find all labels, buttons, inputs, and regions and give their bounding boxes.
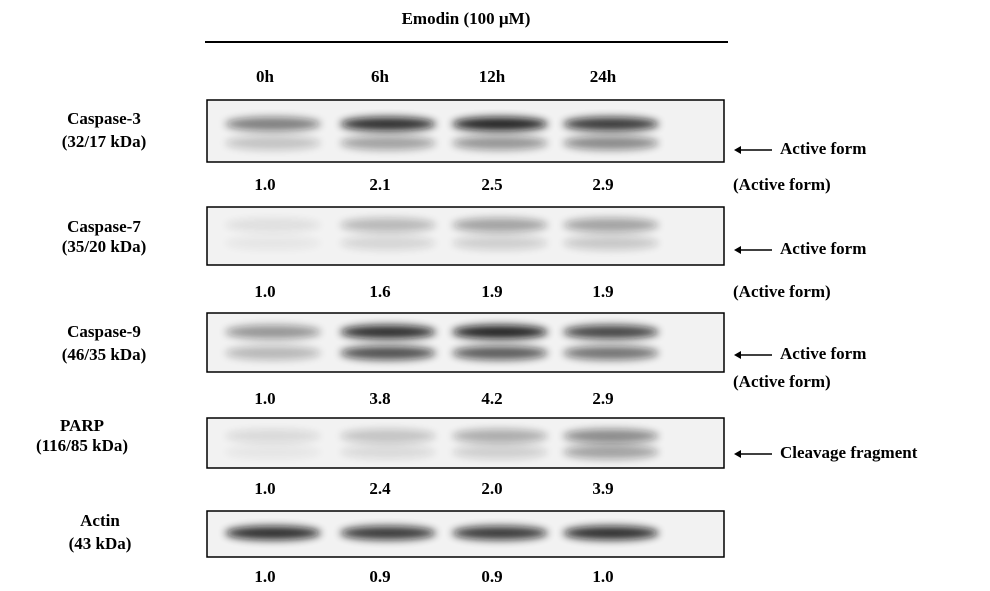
band-annotation: Active form bbox=[780, 344, 866, 363]
band bbox=[563, 429, 659, 443]
band bbox=[340, 136, 436, 150]
band bbox=[563, 325, 659, 339]
quantification: 2.0 bbox=[481, 479, 502, 498]
quantification: 3.8 bbox=[369, 389, 390, 408]
quantification-label: (Active form) bbox=[733, 282, 831, 301]
band bbox=[452, 117, 548, 131]
band bbox=[225, 136, 321, 150]
molecular-weight: (116/85 kDa) bbox=[36, 436, 128, 455]
blot-background bbox=[207, 418, 724, 468]
band bbox=[225, 325, 321, 339]
band bbox=[452, 218, 548, 232]
quantification: 1.0 bbox=[254, 282, 275, 301]
band-annotation: Cleavage fragment bbox=[780, 443, 918, 462]
band bbox=[452, 136, 548, 150]
band bbox=[563, 136, 659, 150]
band bbox=[563, 117, 659, 131]
band bbox=[225, 526, 321, 540]
arrow-head bbox=[734, 351, 741, 359]
band bbox=[225, 218, 321, 232]
protein-name: PARP bbox=[60, 416, 104, 435]
lane-label: 6h bbox=[371, 67, 390, 86]
band bbox=[452, 346, 548, 360]
arrow-head bbox=[734, 246, 741, 254]
quantification: 2.9 bbox=[592, 175, 613, 194]
quantification: 4.2 bbox=[481, 389, 502, 408]
blot-background bbox=[207, 207, 724, 265]
quantification-label: (Active form) bbox=[733, 372, 831, 391]
quantification: 1.9 bbox=[481, 282, 502, 301]
quantification: 1.0 bbox=[592, 567, 613, 586]
band bbox=[340, 346, 436, 360]
quantification: 2.9 bbox=[592, 389, 613, 408]
protein-name: Caspase-9 bbox=[67, 322, 141, 341]
band bbox=[563, 445, 659, 459]
molecular-weight: (32/17 kDa) bbox=[62, 132, 147, 151]
band bbox=[225, 236, 321, 250]
quantification: 1.0 bbox=[254, 567, 275, 586]
western-blot-figure: Emodin (100 µM) 0h 6h 12h 24h Caspase-3 (32/1… bbox=[0, 0, 990, 591]
band bbox=[452, 325, 548, 339]
band bbox=[340, 325, 436, 339]
arrow-head bbox=[734, 146, 741, 154]
quantification: 0.9 bbox=[369, 567, 390, 586]
band bbox=[452, 526, 548, 540]
molecular-weight: (43 kDa) bbox=[69, 534, 132, 553]
band bbox=[340, 429, 436, 443]
quantification: 1.0 bbox=[254, 175, 275, 194]
blot-background bbox=[207, 313, 724, 372]
band bbox=[452, 429, 548, 443]
band-annotation: Active form bbox=[780, 139, 866, 158]
band bbox=[340, 526, 436, 540]
band bbox=[225, 445, 321, 459]
molecular-weight: (35/20 kDa) bbox=[62, 237, 147, 256]
quantification: 1.6 bbox=[369, 282, 390, 301]
band bbox=[340, 218, 436, 232]
molecular-weight: (46/35 kDa) bbox=[62, 345, 147, 364]
protein-name: Caspase-3 bbox=[67, 109, 141, 128]
quantification: 2.5 bbox=[481, 175, 502, 194]
band-annotation: Active form bbox=[780, 239, 866, 258]
blot-background bbox=[207, 100, 724, 162]
band bbox=[225, 346, 321, 360]
lane-label: 0h bbox=[256, 67, 275, 86]
band bbox=[563, 526, 659, 540]
band bbox=[563, 218, 659, 232]
band bbox=[225, 117, 321, 131]
band bbox=[452, 445, 548, 459]
protein-name: Actin bbox=[80, 511, 120, 530]
treatment-title: Emodin (100 µM) bbox=[402, 9, 531, 28]
protein-name: Caspase-7 bbox=[67, 217, 141, 236]
quantification: 1.9 bbox=[592, 282, 613, 301]
band bbox=[340, 117, 436, 131]
quantification: 2.4 bbox=[369, 479, 391, 498]
band bbox=[340, 236, 436, 250]
band bbox=[340, 445, 436, 459]
quantification: 1.0 bbox=[254, 389, 275, 408]
quantification: 2.1 bbox=[369, 175, 390, 194]
band bbox=[563, 236, 659, 250]
band bbox=[225, 429, 321, 443]
arrow-head bbox=[734, 450, 741, 458]
quantification: 1.0 bbox=[254, 479, 275, 498]
lane-label: 12h bbox=[479, 67, 506, 86]
quantification-label: (Active form) bbox=[733, 175, 831, 194]
lane-label: 24h bbox=[590, 67, 617, 86]
band bbox=[563, 346, 659, 360]
band bbox=[452, 236, 548, 250]
quantification: 3.9 bbox=[592, 479, 613, 498]
quantification: 0.9 bbox=[481, 567, 502, 586]
